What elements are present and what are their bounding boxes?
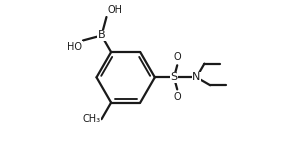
Text: B: B: [98, 30, 105, 40]
Text: S: S: [170, 72, 178, 82]
Text: CH₃: CH₃: [83, 114, 101, 124]
Text: HO: HO: [67, 42, 82, 52]
Text: N: N: [192, 72, 201, 82]
Text: O: O: [174, 92, 181, 102]
Text: O: O: [174, 52, 181, 62]
Text: OH: OH: [107, 5, 122, 15]
